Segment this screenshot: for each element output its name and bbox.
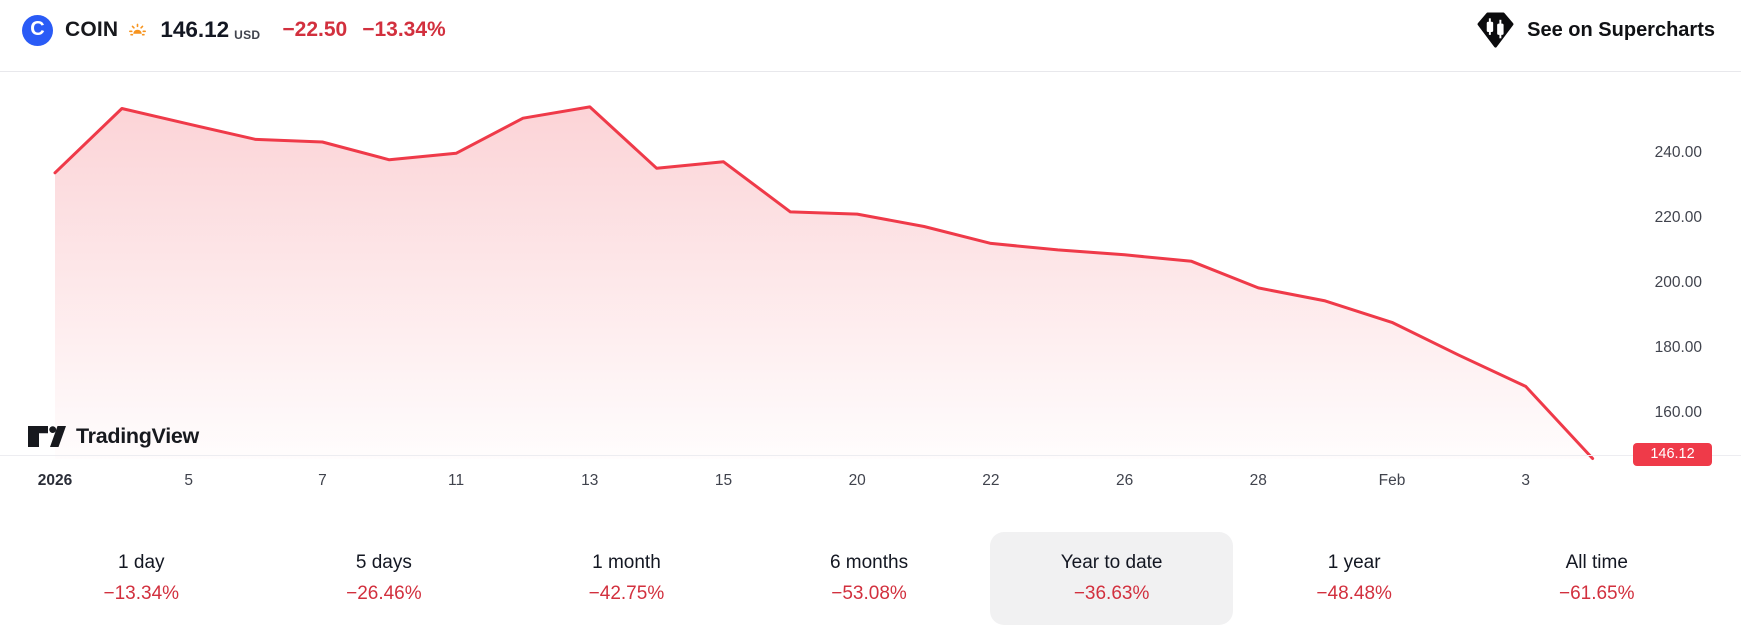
tab-label: 6 months [829,552,909,573]
tab-change-percent: −61.65% [1558,583,1635,604]
price-line [53,105,1595,460]
x-axis-label: 2026 [37,472,73,489]
coinbase-logo-icon[interactable]: C [22,14,53,46]
tab-year-to-date[interactable]: Year to date −36.63% [990,532,1233,625]
tab-all-time[interactable]: All time −61.65% [1475,532,1718,625]
tab-5-days[interactable]: 5 days −26.46% [263,532,506,625]
x-axis-label: 28 [1249,472,1267,489]
y-axis-label: 200.00 [1654,274,1702,292]
tab-change-percent: −13.34% [103,583,180,604]
tradingview-logo-icon [28,425,66,447]
tab-label: 1 day [118,552,165,573]
x-axis-label: 7 [318,472,327,489]
price-axis: 240.00 220.00 200.00 180.00 160.00 [1540,0,1702,470]
tab-6-months[interactable]: 6 months −53.08% [748,532,991,625]
x-axis-baseline [0,455,1741,456]
tab-label: 1 year [1327,552,1381,573]
header-row: C COIN 146.12 USD [22,11,1715,50]
date-range-tabs: 1 day −13.34% 5 days −26.46% 1 month −42.75% 6… [20,532,1718,625]
tab-1-month[interactable]: 1 month −42.75% [505,532,748,625]
x-axis-label: Feb [1378,472,1406,489]
y-axis-label: 240.00 [1654,144,1702,162]
see-on-supercharts-label: See on Supercharts [1527,18,1715,41]
x-axis-label: 22 [982,472,1000,489]
symbol-ticker[interactable]: COIN [65,18,119,41]
x-axis-label: 13 [581,472,599,489]
tab-change-percent: −26.46% [346,583,422,604]
tab-1-year[interactable]: 1 year −48.48% [1233,532,1476,625]
x-axis-label: 3 [1521,472,1530,489]
y-axis-label: 180.00 [1654,339,1702,357]
x-axis-label: 11 [448,472,465,489]
time-axis: 2026 5 7 11 13 15 20 22 26 28 Feb 3 [0,472,1741,494]
x-axis-label: 15 [714,472,733,489]
tradingview-watermark-text: TradingView [76,424,199,448]
tab-label: 1 month [592,552,661,573]
tab-1-day[interactable]: 1 day −13.34% [20,532,263,625]
tab-label: Year to date [1060,552,1163,573]
tab-label: 5 days [355,552,412,573]
last-price-badge: 146.12 [1633,443,1712,466]
coinbase-logo-letter: C [30,18,45,40]
tradingview-watermark-link[interactable]: TradingView [28,424,199,449]
area-fill [55,106,1593,460]
currency-code: USD [234,27,261,42]
tab-change-percent: −48.48% [1316,583,1392,604]
tab-change-percent: −36.63% [1073,583,1150,604]
x-axis-label: 5 [184,472,193,489]
y-axis-label: 160.00 [1654,404,1702,422]
tab-change-percent: −42.75% [588,583,665,604]
x-axis-label: 26 [1115,472,1134,489]
see-on-supercharts-link[interactable]: See on Supercharts [1477,11,1715,50]
tab-label: All time [1565,552,1628,573]
price-change-percent: −13.34% [362,18,446,41]
market-status-sunrise-icon [129,23,147,37]
price-change: −22.50 [282,18,348,41]
tab-change-percent: −53.08% [831,583,907,604]
y-axis-label: 220.00 [1654,209,1702,227]
x-axis-label: 20 [848,472,866,489]
last-price: 146.12 [160,17,230,42]
supercharts-gem-icon [1477,11,1514,48]
header: C COIN 146.12 USD [0,0,1741,72]
